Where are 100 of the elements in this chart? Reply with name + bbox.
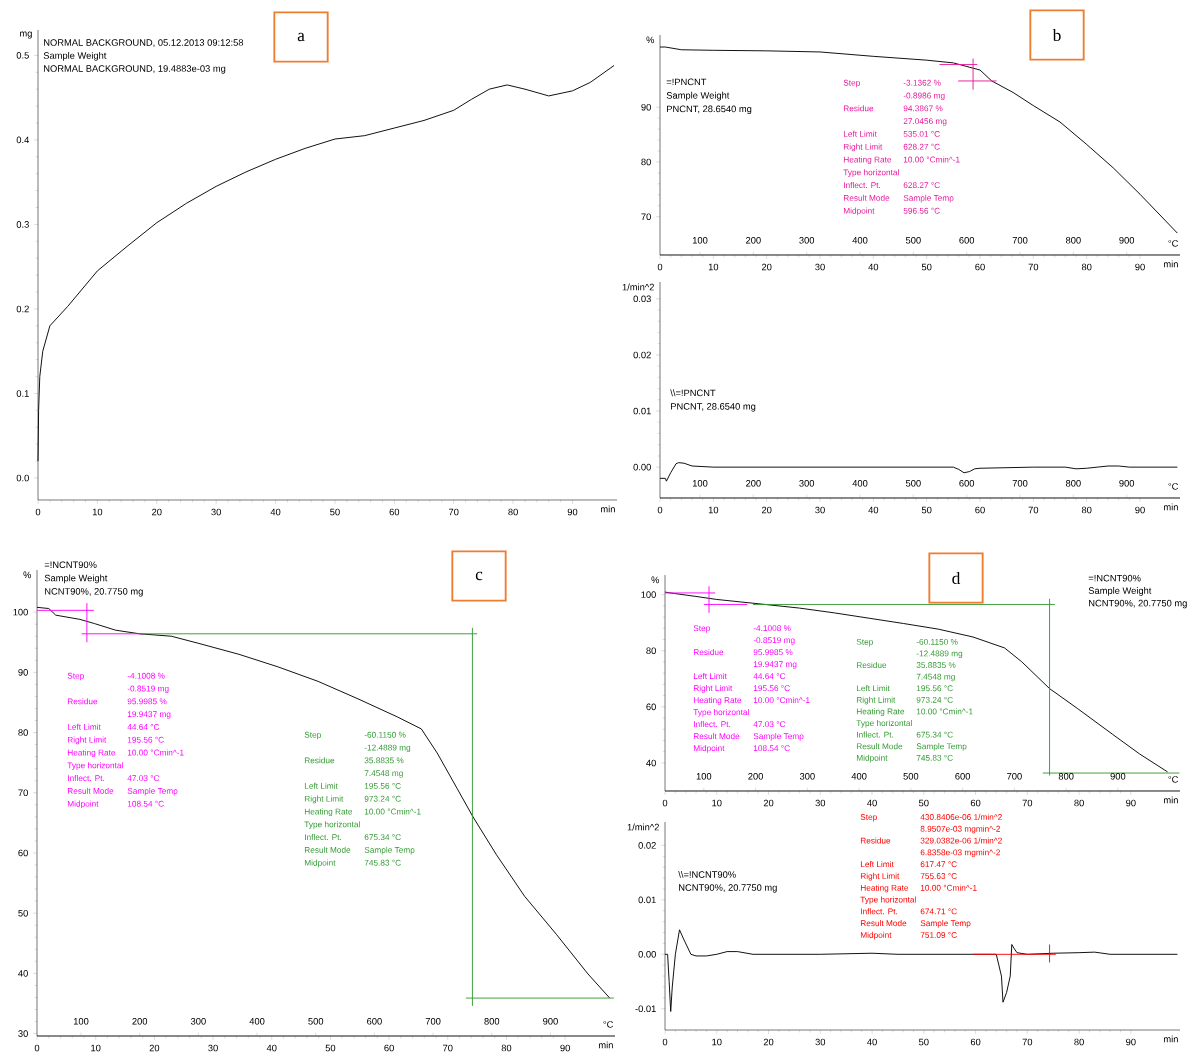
annotation: 7.4548 mg: [364, 770, 403, 778]
y-tick-label: 80: [18, 729, 28, 736]
x2-tick-label: 600: [367, 1018, 382, 1025]
annotation: NCNT90%, 20.7750 mg: [679, 884, 777, 893]
annotation: 628.27 °C: [903, 143, 940, 150]
x-tick-label: 0: [35, 508, 41, 516]
annotation: 47.03 °C: [127, 775, 160, 782]
y-tick-label: 60: [18, 849, 28, 857]
annotation: NCNT90%, 20.7750 mg: [1089, 599, 1187, 609]
text: Step: [860, 814, 877, 822]
x-tick-label: 60: [389, 508, 400, 516]
annotation: Right Limit: [693, 685, 733, 693]
annotation: Right Limit: [843, 143, 883, 152]
x-tick-label: 50: [921, 506, 932, 514]
x-tick-label: 0: [662, 1038, 668, 1046]
annotation: 10.00 °Cmin^-1: [920, 884, 977, 891]
y-tick-label: 90: [18, 669, 28, 676]
x2-tick-label: 400: [852, 237, 868, 244]
x2-tick-label: 700: [1007, 773, 1022, 780]
y-axis-title: %: [23, 571, 32, 579]
x2-tick-label: 600: [955, 773, 971, 780]
annotation: Heating Rate: [856, 708, 905, 717]
x-tick-label: 30: [815, 263, 825, 271]
x-tick-label: 30: [815, 799, 826, 807]
text: =!NCNT90%: [44, 561, 97, 569]
annotation: 195.56 °C: [753, 685, 790, 692]
x-tick-label: 50: [918, 799, 929, 807]
annotation: 675.34 °C: [364, 834, 401, 841]
x-axis-title: min: [1164, 1035, 1178, 1043]
annotation: Heating Rate: [843, 156, 892, 165]
annotation: 35.8835 %: [916, 662, 956, 668]
y-tick-label: 0.3: [16, 221, 29, 228]
annotation: -12.4889 mg: [364, 744, 411, 753]
annotation: NCNT90%, 20.7750 mg: [45, 588, 143, 597]
annotation: 195.56 °C: [127, 736, 164, 743]
x-tick-label: 30: [211, 508, 221, 516]
annotation: 329.0382e-06 1/min^2: [920, 837, 1002, 844]
annotation: 745.83 °C: [916, 754, 953, 761]
annotation: Left Limit: [67, 723, 101, 730]
x-tick-label: 40: [867, 1038, 877, 1046]
x-tick-label: 40: [867, 799, 877, 807]
x-tick-label: 70: [1022, 1038, 1033, 1046]
annotation: Right Limit: [67, 736, 107, 745]
y-tick-label: 30: [18, 1030, 28, 1037]
annotation: Sample Temp: [364, 846, 415, 855]
x2-axis-title: °C: [1168, 483, 1179, 490]
annotation: Right Limit: [860, 872, 900, 881]
x2-tick-label: 800: [484, 1018, 500, 1025]
x-tick-label: 0: [34, 1044, 40, 1052]
annotation: 675.34 °C: [916, 731, 953, 738]
annotation: Right Limit: [856, 696, 896, 705]
annotation: 44.64 °C: [753, 673, 786, 680]
x-tick-label: 60: [970, 1038, 981, 1046]
x2-tick-label: 100: [692, 237, 708, 244]
annotation: Result Mode: [693, 733, 740, 740]
x-tick-label: 40: [868, 506, 879, 514]
x-tick-label: 90: [1126, 1038, 1136, 1046]
x2-tick-label: 400: [249, 1018, 265, 1025]
x-tick-label: 10: [92, 508, 103, 516]
x-tick-label: 70: [443, 1044, 453, 1052]
annotation: Left Limit: [304, 782, 338, 789]
y-tick-label: 0.02: [638, 842, 656, 849]
annotation: Type horizontal: [843, 169, 899, 177]
annotation: 6.8358e-03 mgmin^-2: [920, 849, 1000, 857]
annotation: 10.00 °Cmin^-1: [903, 156, 960, 163]
y-tick-label: 0.02: [633, 351, 651, 359]
annotation: Sample Weight: [43, 51, 107, 61]
x2-tick-label: 400: [851, 773, 867, 780]
y-tick-label: -0.01: [635, 1005, 656, 1013]
annotation: Heating Rate: [304, 808, 353, 817]
x2-tick-label: 300: [799, 237, 815, 244]
x-tick-label: 10: [708, 263, 719, 271]
y-tick-label: 0.0: [16, 474, 29, 482]
annotation: Midpoint: [67, 800, 99, 809]
annotation: 7.4548 mg: [916, 673, 955, 682]
x2-tick-label: 900: [543, 1018, 558, 1025]
y-tick-label: 0.2: [16, 305, 29, 313]
x2-tick-label: 700: [1012, 480, 1028, 487]
annotation: 10.00 °Cmin^-1: [916, 708, 973, 715]
x-tick-label: 40: [868, 263, 879, 271]
annotation: 10.00 °Cmin^-1: [364, 808, 421, 815]
annotation: 628.27 °C: [903, 182, 940, 189]
annotation: Type horizontal: [860, 896, 916, 905]
annotation: -0.8519 mg: [127, 685, 169, 694]
annotation: -4.1008 %: [753, 625, 791, 632]
y-tick-label: 70: [641, 213, 651, 220]
annotation: Inflect. Pt.: [844, 182, 881, 189]
annotation: 10.00 °Cmin^-1: [127, 749, 184, 756]
annotation: PNCNT, 28.6540 mg: [671, 403, 756, 412]
annotation: Residue: [856, 661, 887, 668]
x-tick-label: 50: [921, 263, 932, 271]
x2-tick-label: 600: [959, 237, 975, 244]
x2-tick-label: 300: [799, 480, 815, 487]
annotation: NORMAL BACKGROUND, 05.12.2013 09:12:58: [44, 39, 244, 47]
y-tick-label: 80: [646, 647, 656, 655]
x2-tick-label: 100: [696, 773, 712, 780]
x-tick-label: 70: [1028, 506, 1039, 514]
annotation: 674.71 °C: [920, 908, 957, 915]
x-tick-label: 60: [970, 799, 981, 807]
x-tick-label: 0: [657, 506, 663, 514]
